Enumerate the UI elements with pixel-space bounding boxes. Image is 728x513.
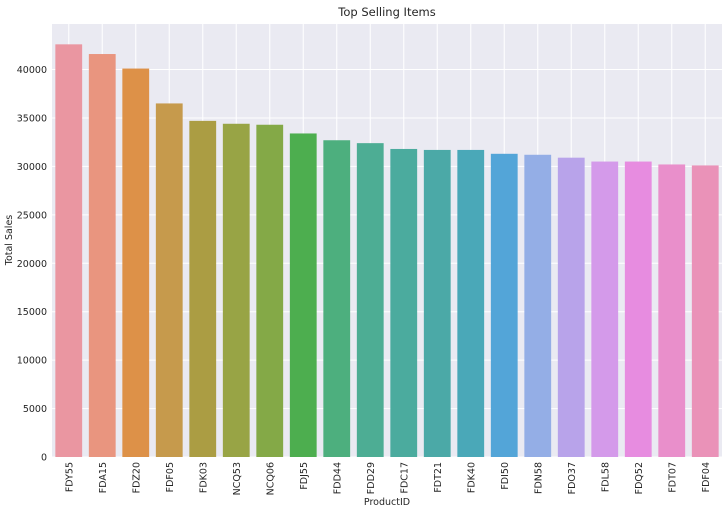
x-tick-label: FDF05 (165, 462, 176, 492)
x-tick-label: NCQ53 (232, 462, 243, 495)
bar-fdy55 (55, 44, 82, 457)
y-tick-label: 10000 (17, 356, 47, 367)
bar-fdt07 (658, 164, 685, 457)
x-tick-label: FDI50 (500, 462, 511, 490)
x-tick-label: NCQ06 (265, 462, 276, 495)
x-tick-label: FDC17 (399, 462, 410, 494)
x-tick-label: FDQ52 (634, 462, 645, 494)
x-tick-label: FDO37 (567, 462, 578, 494)
bar-fdq52 (625, 162, 652, 457)
y-tick-label: 15000 (17, 307, 47, 318)
bar-fdd29 (357, 143, 384, 457)
bar-fdn58 (524, 155, 551, 457)
y-tick-label: 5000 (23, 404, 47, 415)
x-tick-label: FDK40 (466, 462, 477, 493)
bar-fdc17 (390, 149, 417, 457)
x-tick-label: FDL58 (600, 462, 611, 492)
x-tick-label: FDA15 (98, 462, 109, 493)
y-tick-label: 40000 (17, 65, 47, 76)
bar-fdf05 (156, 103, 183, 457)
bar-fdf04 (692, 165, 719, 457)
y-axis-ticks: 0 5000 10000 15000 20000 25000 30000 35000 40000 (17, 65, 47, 463)
bar-fdl58 (591, 162, 618, 457)
bar-fdt21 (424, 150, 451, 457)
bar-ncq06 (256, 125, 283, 457)
bar-fda15 (89, 54, 116, 457)
x-tick-label: FDD44 (332, 462, 343, 494)
bar-ncq53 (223, 124, 250, 457)
x-tick-label: FDJ55 (299, 462, 310, 490)
x-tick-label: FDZ20 (131, 462, 142, 493)
y-tick-label: 30000 (17, 162, 47, 173)
bar-fdz20 (122, 69, 149, 457)
x-tick-label: FDT07 (667, 462, 678, 493)
x-tick-label: FDT21 (433, 462, 444, 493)
x-tick-label: FDN58 (533, 462, 544, 494)
y-tick-label: 20000 (17, 259, 47, 270)
bar-fdo37 (558, 158, 585, 457)
chart-title: Top Selling Items (337, 5, 435, 19)
bar-fdd44 (323, 140, 350, 457)
y-tick-label: 0 (41, 453, 47, 464)
x-axis-ticks: FDY55 FDA15 FDZ20 FDF05 FDK03 NCQ53 NCQ06 FDJ55… (64, 462, 712, 495)
y-tick-label: 25000 (17, 210, 47, 221)
x-tick-label: FDY55 (64, 462, 75, 492)
plot-background (52, 24, 722, 457)
bar-fdi50 (491, 154, 518, 457)
y-tick-label: 35000 (17, 113, 47, 124)
x-tick-label: FDD29 (366, 462, 377, 494)
bar-fdj55 (290, 133, 317, 457)
y-axis-label: Total Sales (4, 215, 15, 267)
bar-fdk40 (457, 150, 484, 457)
bar-fdk03 (189, 121, 216, 457)
x-axis-label: ProductID (364, 497, 410, 508)
x-tick-label: FDF04 (701, 462, 712, 492)
x-tick-label: FDK03 (198, 462, 209, 493)
